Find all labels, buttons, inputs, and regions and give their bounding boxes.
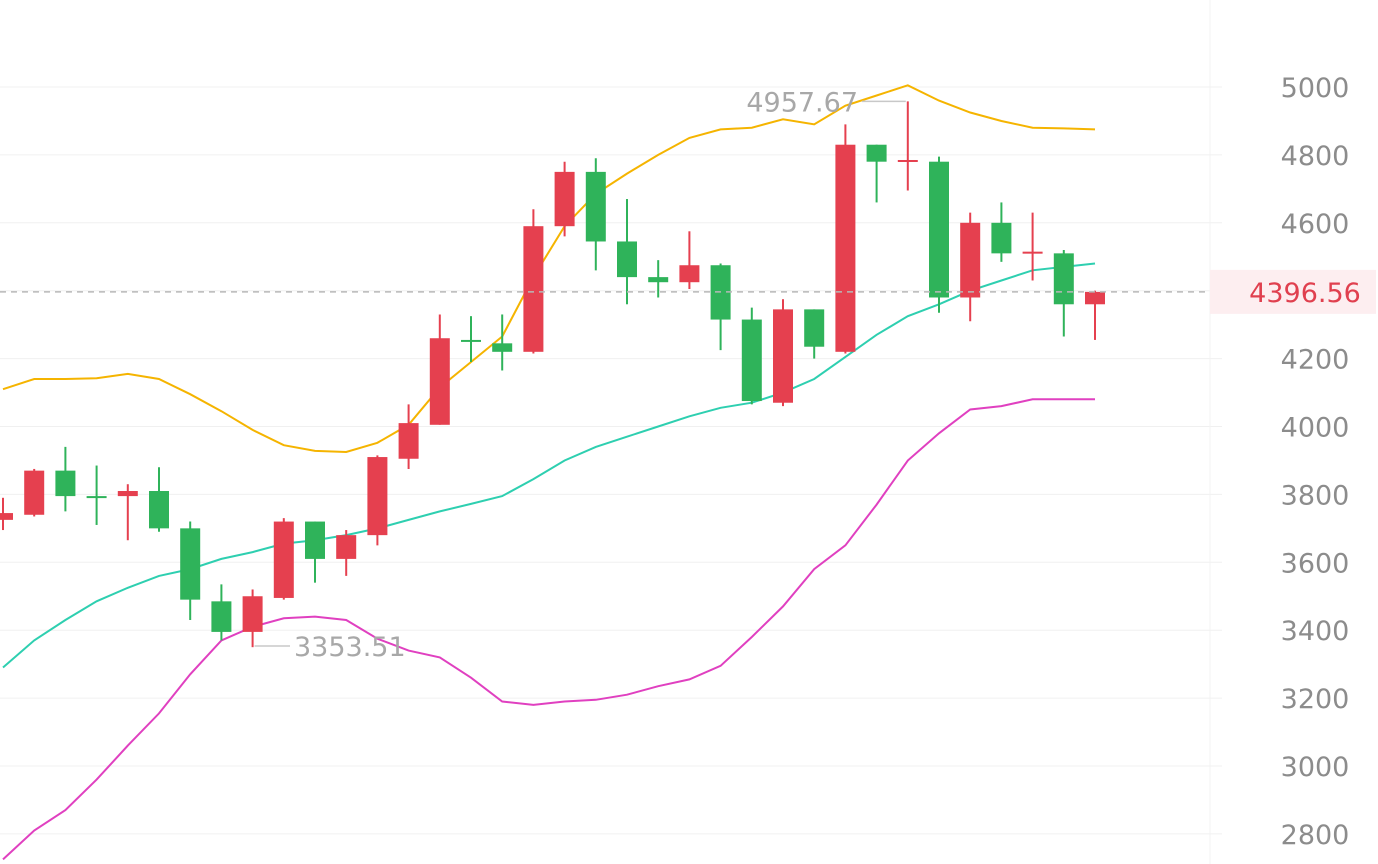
y-tick-label-4800: 4800 — [1281, 141, 1350, 172]
candle-body — [242, 596, 263, 632]
candle-27 — [835, 124, 856, 354]
candle-12 — [367, 455, 388, 546]
candle-body — [897, 159, 918, 162]
candle-body — [24, 470, 45, 515]
max-price-marker: 4957.67 — [746, 87, 906, 118]
candle-body — [804, 309, 825, 347]
candle-10 — [305, 521, 325, 583]
y-tick-label-3000: 3000 — [1281, 752, 1350, 783]
candle-13 — [398, 404, 419, 469]
candle-body — [1053, 253, 1074, 305]
candle-body — [554, 171, 575, 227]
candle-29 — [897, 101, 918, 191]
candle-19 — [585, 158, 606, 271]
candle-8 — [242, 589, 263, 648]
candle-35 — [1085, 290, 1105, 340]
candle-body — [55, 470, 76, 497]
candle-16 — [492, 314, 513, 371]
candle-body — [1085, 291, 1105, 305]
grid-lines — [0, 86, 1222, 835]
y-tick-label-5000: 5000 — [1281, 73, 1350, 104]
y-axis-ticks: 5000480046004400420040003800360034003200… — [1281, 73, 1350, 851]
lower-band-line — [2, 398, 1095, 861]
candle-1 — [24, 468, 45, 517]
candle-body — [273, 521, 294, 598]
candle-body — [367, 457, 388, 536]
candle-body — [117, 491, 138, 497]
candle-body — [305, 521, 325, 559]
candle-body — [866, 144, 887, 162]
candle-2 — [55, 446, 76, 512]
candle-18 — [554, 161, 575, 237]
candle-0 — [0, 497, 13, 531]
candle-31 — [960, 212, 981, 322]
candle-body — [960, 222, 981, 298]
candle-body — [180, 528, 201, 600]
candle-14 — [429, 314, 450, 425]
candle-22 — [679, 231, 700, 290]
candle-26 — [804, 309, 825, 359]
current-price-label: 4396.56 — [1249, 278, 1361, 309]
candle-body — [929, 161, 949, 298]
y-tick-label-3400: 3400 — [1281, 616, 1350, 647]
min-price-label: 3353.51 — [294, 632, 406, 663]
candle-body — [523, 226, 544, 352]
candle-4 — [117, 484, 138, 541]
candle-body — [741, 319, 762, 402]
min-price-marker: 3353.51 — [254, 632, 406, 663]
candle-32 — [991, 202, 1012, 262]
candle-20 — [617, 199, 637, 305]
y-tick-label-2800: 2800 — [1281, 820, 1350, 851]
candle-body — [617, 241, 637, 278]
candle-body — [0, 513, 13, 520]
candle-body — [1022, 251, 1043, 254]
candle-body — [679, 265, 700, 283]
candle-23 — [710, 263, 731, 351]
current-price-tag-bg — [1210, 269, 1376, 314]
candle-body — [585, 171, 606, 242]
candle-3 — [86, 465, 107, 525]
candle-9 — [273, 518, 294, 600]
candle-body — [835, 144, 856, 352]
candle-body — [211, 601, 232, 632]
candles — [0, 101, 1105, 648]
candle-7 — [211, 584, 232, 641]
candle-6 — [180, 521, 201, 621]
candle-25 — [773, 299, 793, 407]
y-tick-label-4000: 4000 — [1281, 413, 1350, 444]
candle-5 — [149, 467, 169, 532]
candle-body — [773, 309, 793, 403]
candle-body — [336, 535, 357, 559]
candle-34 — [1053, 249, 1074, 337]
y-tick-label-3600: 3600 — [1281, 548, 1350, 579]
candle-28 — [866, 144, 887, 203]
candle-body — [648, 277, 669, 283]
candle-15 — [461, 316, 481, 362]
max-price-label: 4957.67 — [746, 87, 858, 118]
candle-11 — [336, 530, 357, 576]
candle-body — [492, 343, 513, 352]
candle-body — [398, 423, 419, 459]
y-tick-label-3800: 3800 — [1281, 480, 1350, 511]
current-price-tag: 4396.56 — [1210, 269, 1376, 314]
y-tick-label-4600: 4600 — [1281, 209, 1350, 240]
candle-33 — [1022, 212, 1043, 281]
y-tick-label-3200: 3200 — [1281, 684, 1350, 715]
candle-21 — [648, 260, 669, 298]
upper-band-line — [2, 84, 1096, 454]
candle-body — [149, 491, 169, 529]
candle-30 — [929, 156, 949, 313]
candle-body — [991, 222, 1012, 254]
candle-17 — [523, 209, 544, 354]
candle-body — [86, 496, 107, 499]
candle-24 — [741, 307, 762, 405]
y-tick-label-4200: 4200 — [1281, 345, 1350, 376]
middle-band-line — [2, 262, 1096, 669]
candle-body — [429, 338, 450, 425]
candle-body — [461, 339, 481, 342]
